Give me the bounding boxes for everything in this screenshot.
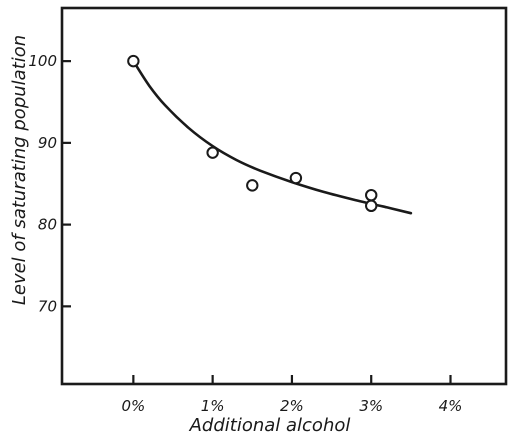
y-tick-label: 70 [38,297,57,315]
x-tick-label: 0% [121,397,145,415]
x-tick-label: 3% [359,397,383,415]
tick-labels-layer: 70 80 90 100 0% 1% 2% 3% 4% [28,52,462,415]
x-axis-title: Additional alcohol [189,415,351,436]
data-point [206,146,219,159]
y-tick-label: 80 [38,216,57,234]
data-point [365,199,378,213]
fit-curve [132,59,413,215]
y-tick-label: 100 [28,52,57,70]
data-points-layer [127,54,378,213]
data-point [365,188,378,202]
ticks-layer [62,60,452,384]
x-tick-label: 2% [280,397,304,415]
x-tick-label: 1% [201,397,225,415]
data-point [289,171,303,185]
x-tick-label: 4% [439,397,463,415]
data-point [246,179,259,192]
data-point [127,54,140,68]
y-tick-label: 90 [38,134,57,152]
plot-frame [60,6,508,386]
y-axis-title: Level of saturating population [9,35,30,305]
